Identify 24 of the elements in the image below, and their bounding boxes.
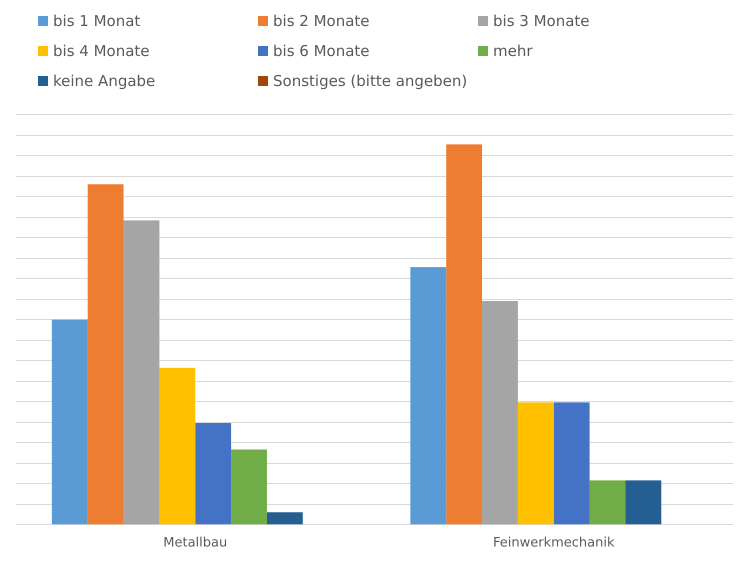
- legend-label: bis 3 Monate: [493, 12, 590, 30]
- legend-label: mehr: [493, 42, 533, 60]
- legend-label: bis 6 Monate: [273, 42, 370, 60]
- bar: [518, 402, 554, 524]
- legend-label: bis 4 Monate: [53, 42, 150, 60]
- bar: [159, 368, 196, 524]
- bar: [266, 512, 303, 524]
- bar: [195, 422, 232, 524]
- bar: [410, 267, 446, 524]
- x-tick-label: Feinwerkmechanik: [492, 536, 615, 551]
- legend-label: keine Angabe: [53, 72, 156, 90]
- legend-label: Sonstiges (bitte angeben): [273, 72, 468, 90]
- bar: [124, 220, 160, 524]
- bar: [482, 300, 518, 524]
- bar: [554, 402, 590, 524]
- bar: [625, 480, 662, 524]
- bar: [446, 144, 482, 524]
- bar: [231, 450, 267, 524]
- legend-label: bis 2 Monate: [273, 12, 370, 30]
- bar: [88, 184, 124, 524]
- x-tick-label: Metallbau: [163, 536, 228, 551]
- legend-label: bis 1 Monat: [53, 12, 140, 30]
- bar: [52, 320, 88, 524]
- bar: [590, 480, 626, 524]
